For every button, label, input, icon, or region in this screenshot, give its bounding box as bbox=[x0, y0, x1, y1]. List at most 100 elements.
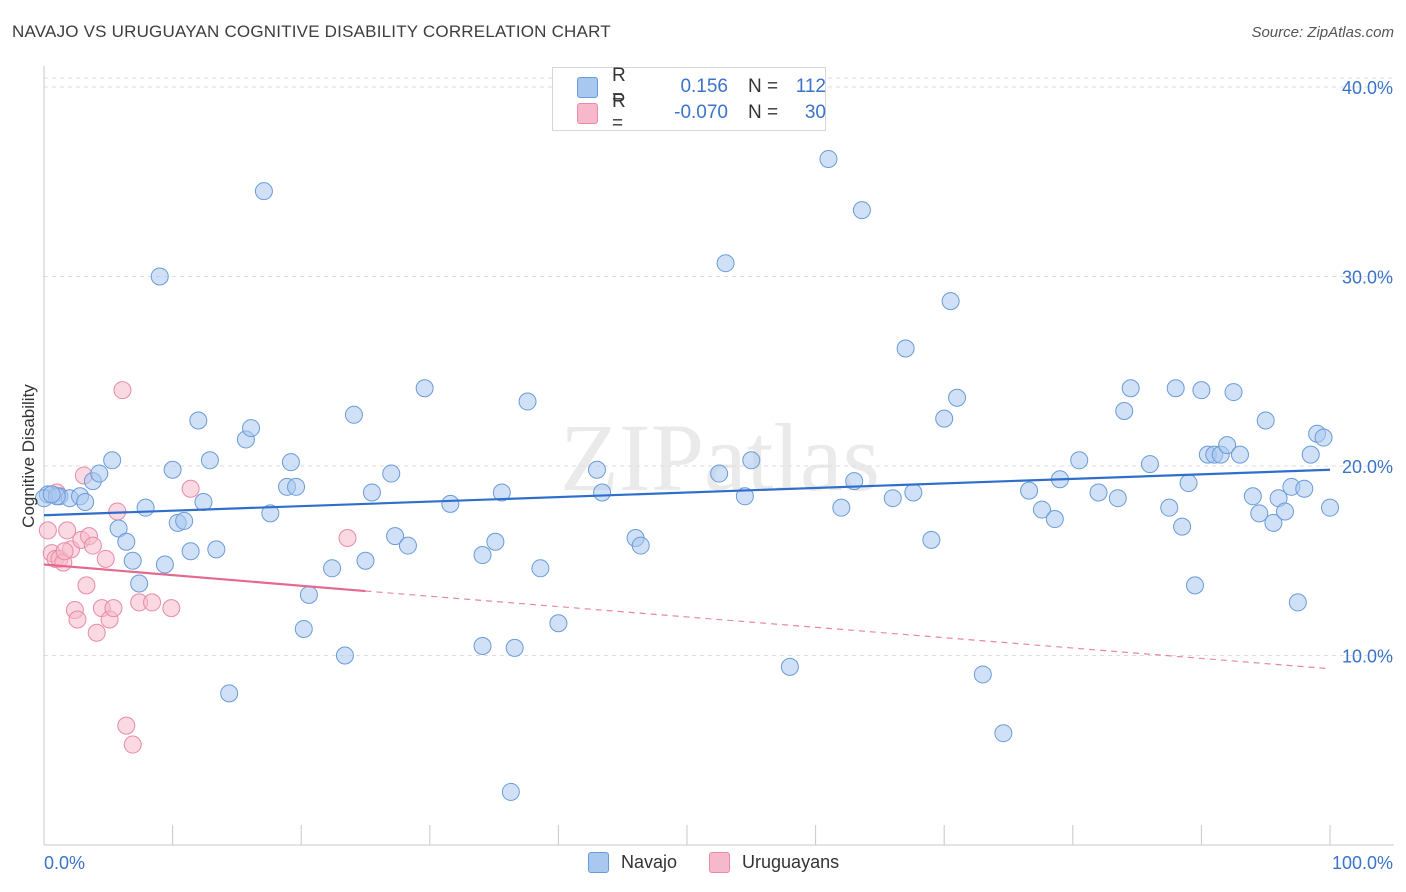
navajo-swatch bbox=[577, 76, 598, 98]
navajo-point bbox=[587, 460, 606, 479]
navajo-point bbox=[335, 646, 354, 665]
navajo-point bbox=[1264, 513, 1283, 532]
navajo-point bbox=[518, 392, 537, 411]
navajo-point bbox=[117, 532, 136, 551]
navajo-point bbox=[492, 483, 511, 502]
navajo-point bbox=[1275, 502, 1294, 521]
uruguayans-point bbox=[181, 479, 200, 498]
navajo-swatch bbox=[588, 852, 609, 873]
navajo-point bbox=[1089, 483, 1108, 502]
navajo-point bbox=[299, 585, 318, 604]
navajo-point bbox=[356, 551, 375, 570]
navajo-point bbox=[90, 464, 109, 483]
navajo-point bbox=[123, 551, 142, 570]
navajo-point bbox=[742, 451, 761, 470]
navajo-point bbox=[1230, 445, 1249, 464]
uruguayans-point bbox=[162, 599, 181, 618]
navajo-point bbox=[819, 149, 838, 168]
navajo-point bbox=[103, 451, 122, 470]
uruguayans-point bbox=[87, 623, 106, 642]
navajo-point bbox=[593, 483, 612, 502]
legend-row-uruguayans: R = -0.070 N = 30 bbox=[577, 91, 826, 134]
stats-legend: R = 0.156 N = 112 R = -0.070 N = 30 bbox=[552, 65, 826, 134]
navajo-point bbox=[220, 684, 239, 703]
navajo-point bbox=[941, 292, 960, 311]
navajo-point bbox=[382, 464, 401, 483]
navajo-point bbox=[1020, 481, 1039, 500]
navajo-point bbox=[1295, 479, 1314, 498]
navajo-point bbox=[1250, 504, 1269, 523]
y-tick-label: 20.0% bbox=[1342, 457, 1393, 477]
navajo-point bbox=[1314, 428, 1333, 447]
navajo-point bbox=[549, 614, 568, 633]
uruguayans-point bbox=[77, 576, 96, 595]
navajo-point bbox=[294, 619, 313, 638]
navajo-point bbox=[1218, 436, 1237, 455]
navajo-point bbox=[130, 574, 149, 593]
uruguayans-point bbox=[104, 599, 123, 618]
navajo-point bbox=[735, 487, 754, 506]
navajo-point bbox=[175, 511, 194, 530]
navajo-point bbox=[398, 536, 417, 555]
navajo-point bbox=[1256, 411, 1275, 430]
navajo-point bbox=[935, 409, 954, 428]
navajo-point bbox=[973, 665, 992, 684]
r-value: 0.156 bbox=[680, 76, 728, 97]
navajo-point bbox=[1070, 451, 1089, 470]
navajo-point bbox=[896, 339, 915, 358]
navajo-point bbox=[1108, 489, 1127, 508]
y-tick-label: 40.0% bbox=[1342, 78, 1393, 98]
r-label: R = bbox=[612, 65, 626, 108]
navajo-point bbox=[42, 485, 61, 504]
uruguayans-point bbox=[58, 521, 77, 540]
uruguayans-point bbox=[113, 381, 132, 400]
uruguayans-point bbox=[55, 542, 74, 561]
navajo-point bbox=[207, 540, 226, 559]
navajo-point bbox=[473, 637, 492, 656]
navajo-point bbox=[287, 477, 306, 496]
navajo-point bbox=[1224, 383, 1243, 402]
uruguayans-trend-line bbox=[43, 563, 366, 593]
x-tick-label: 100.0% bbox=[1332, 853, 1393, 873]
uruguayans-swatch bbox=[709, 852, 731, 873]
r-value: -0.070 bbox=[674, 102, 728, 123]
navajo-point bbox=[1045, 510, 1064, 529]
n-label: N = bbox=[748, 102, 779, 123]
navajo-point bbox=[710, 464, 729, 483]
navajo-point bbox=[76, 492, 95, 511]
navajo-point bbox=[254, 182, 273, 201]
y-axis-label: Cognitive Disability bbox=[19, 384, 38, 528]
n-value: 112 bbox=[795, 76, 826, 97]
navajo-point bbox=[150, 267, 169, 286]
navajo-point bbox=[780, 657, 799, 676]
navajo-point bbox=[1288, 593, 1307, 612]
navajo-point bbox=[883, 489, 902, 508]
legend-item-uruguayans[interactable]: Uruguayans bbox=[709, 852, 839, 873]
uruguayans-point bbox=[338, 528, 357, 547]
uruguayans-swatch bbox=[577, 102, 598, 124]
navajo-point bbox=[994, 724, 1013, 743]
legend-row-navajo: R = 0.156 N = 112 bbox=[577, 65, 826, 108]
uruguayans-trend-extension bbox=[365, 590, 1331, 670]
uruguayans-point bbox=[117, 716, 136, 735]
chart-title: NAVAJO VS URUGUAYAN COGNITIVE DISABILITY… bbox=[12, 22, 611, 41]
navajo-point bbox=[1115, 402, 1134, 421]
navajo-point bbox=[1179, 474, 1198, 493]
source-label: Source: ZipAtlas.com bbox=[1251, 24, 1394, 41]
navajo-point bbox=[1032, 500, 1051, 519]
navajo-point bbox=[1160, 498, 1179, 517]
navajo-point bbox=[261, 504, 280, 523]
n-label: N = bbox=[748, 76, 779, 97]
legend-label-uruguayans: Uruguayans bbox=[742, 852, 840, 872]
navajo-point bbox=[441, 494, 460, 513]
navajo-point bbox=[852, 201, 871, 220]
uruguayans-point bbox=[68, 610, 87, 629]
navajo-point bbox=[362, 483, 381, 502]
navajo-point bbox=[1321, 498, 1339, 517]
navajo-point bbox=[922, 530, 941, 549]
n-value: 30 bbox=[804, 102, 826, 123]
navajo-point bbox=[631, 536, 650, 555]
navajo-point bbox=[1301, 445, 1320, 464]
y-tick-label: 30.0% bbox=[1342, 267, 1393, 287]
legend-item-navajo[interactable]: Navajo bbox=[588, 852, 677, 873]
